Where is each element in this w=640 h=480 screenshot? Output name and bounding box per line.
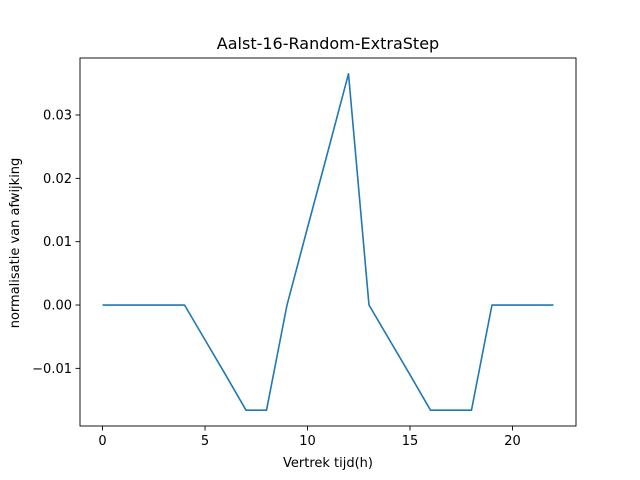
y-tick-label-2: 0.01: [43, 235, 72, 250]
chart-title: Aalst-16-Random-ExtraStep: [217, 34, 439, 53]
x-tick-label-3: 15: [402, 434, 419, 449]
x-axis-label: Vertrek tijd(h): [283, 456, 373, 471]
y-tick-label-3: 0.02: [43, 172, 72, 187]
series-line-0: [102, 73, 554, 411]
x-tick-label-0: 0: [98, 434, 106, 449]
x-tick-label-2: 10: [299, 434, 316, 449]
y-tick-label-0: −0.01: [32, 362, 72, 377]
x-tick-label-4: 20: [504, 434, 521, 449]
x-tick-label-1: 5: [201, 434, 209, 449]
y-tick-label-1: 0.00: [43, 299, 72, 314]
plot-area: 0 5 10 15 20 −0.01 0.00 0.01 0.02 0.03: [32, 57, 577, 449]
y-axis-label: normalisatie van afwijking: [8, 158, 23, 329]
y-tick-label-4: 0.03: [43, 109, 72, 124]
